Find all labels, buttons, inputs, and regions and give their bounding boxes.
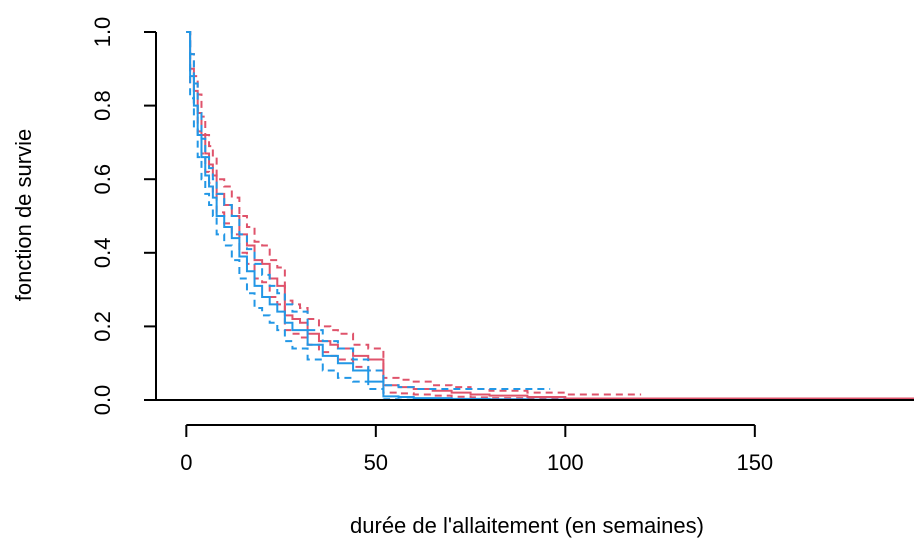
x-tick-label: 150 — [736, 450, 773, 475]
series-blue-dashed-line — [186, 31, 551, 390]
series-red-dashed-line — [186, 31, 642, 401]
x-tick-label: 100 — [547, 450, 584, 475]
y-tick-label: 0.8 — [90, 90, 115, 121]
series-red-dashed-line — [186, 31, 642, 396]
x-tick-label: 0 — [180, 450, 192, 475]
y-tick-label: 0.0 — [90, 385, 115, 416]
series-blue-solid-line — [186, 31, 566, 401]
y-tick-label: 0.4 — [90, 238, 115, 269]
y-tick-label: 0.2 — [90, 311, 115, 342]
axes-layer — [155, 32, 914, 426]
ticks-layer: 0 50 100 150 0.0 0.2 0.4 0.6 0.8 1.0 — [90, 17, 773, 475]
y-tick-label: 1.0 — [90, 17, 115, 48]
series-blue-dashed-line — [186, 31, 551, 401]
x-tick-label: 50 — [364, 450, 388, 475]
series-red-solid-line — [186, 31, 914, 400]
y-tick-label: 0.6 — [90, 164, 115, 195]
series-layer — [186, 31, 914, 401]
y-axis-title: fonction de survie — [11, 129, 36, 301]
x-axis-title: durée de l'allaitement (en semaines) — [350, 513, 704, 538]
